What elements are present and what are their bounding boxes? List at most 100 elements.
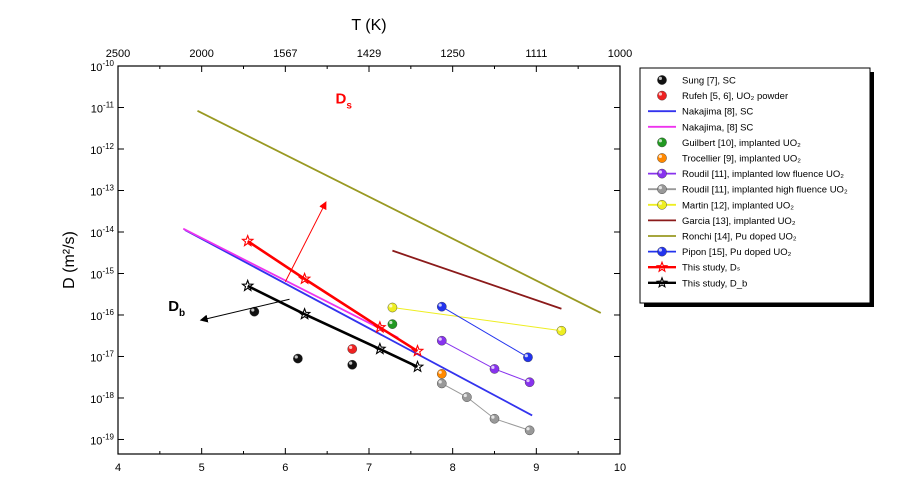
- series-7-point: [436, 378, 447, 389]
- annotation-label-0: Ds: [336, 90, 353, 111]
- legend-label: Roudil [11], implanted high fluence UO₂: [682, 185, 848, 196]
- series-4-point: [387, 319, 398, 329]
- series-7-point: [524, 425, 535, 436]
- legend-marker-swatch: [657, 199, 667, 210]
- series-0-point: [293, 353, 303, 364]
- chart-marks: [182, 110, 602, 436]
- legend-label: Ronchi [14], Pu doped UO₂: [682, 232, 797, 243]
- top-x-tick-label: 2500: [106, 48, 130, 60]
- y-tick-label: 10-12: [90, 142, 114, 157]
- y-tick-label: 10-16: [90, 308, 114, 323]
- series-7-point: [489, 413, 500, 424]
- legend-item: Roudil [11], implanted low fluence UO₂: [648, 168, 844, 180]
- legend-marker-swatch: [657, 90, 667, 101]
- legend-marker-swatch: [657, 153, 667, 163]
- series-0-point: [347, 359, 358, 370]
- x-tick-label: 8: [450, 462, 456, 474]
- top-x-tick-label: 1250: [440, 48, 464, 60]
- y-tick-label: 10-17: [90, 349, 114, 364]
- legend-item: Roudil [11], implanted high fluence UO₂: [648, 184, 848, 196]
- series-12-line: [246, 240, 419, 353]
- legend-item: Ronchi [14], Pu doped UO₂: [648, 232, 797, 243]
- legend: Sung [7], SC Rufeh [5, 6], UO₂ powder Naka…: [639, 67, 874, 307]
- y-tick-label: 10-11: [91, 100, 115, 115]
- y-tick-label: 10-14: [90, 225, 114, 240]
- legend-marker-swatch: [657, 75, 667, 85]
- legend-item: This study, D_b: [648, 276, 747, 289]
- series-8-line: [392, 307, 562, 332]
- series-11-point: [523, 352, 533, 363]
- x-tick-label: 10: [614, 462, 626, 474]
- series-13-point: [373, 341, 387, 355]
- y-axis-title: D (m²/s): [61, 231, 78, 289]
- series-8-point: [387, 302, 398, 313]
- legend-label: Trocellier [9], implanted UO₂: [682, 154, 801, 165]
- legend-marker-swatch: [655, 260, 669, 273]
- legend-item: Rufeh [5, 6], UO₂ powder: [657, 90, 788, 102]
- legend-item: Guilbert [10], implanted UO₂: [657, 137, 801, 149]
- legend-item: Pipon [15], Pu doped UO₂: [648, 246, 792, 258]
- series-6-point: [436, 335, 447, 346]
- legend-marker-swatch: [657, 168, 667, 179]
- legend-label: Nakajima, [8] SC: [682, 122, 753, 133]
- y-tick-label: 10-15: [90, 266, 114, 281]
- series-6-point: [524, 377, 535, 388]
- legend-marker-swatch: [657, 184, 667, 194]
- series-10-line: [197, 110, 602, 314]
- legend-label: Guilbert [10], implanted UO₂: [682, 138, 801, 149]
- legend-label: This study, D_b: [682, 278, 747, 289]
- series-12-point: [410, 344, 425, 357]
- legend-box: [639, 67, 871, 304]
- series-11-line: [441, 306, 529, 358]
- series-13-point: [410, 359, 425, 373]
- y-tick-label: 10-13: [90, 183, 114, 198]
- series-12-point: [373, 320, 387, 334]
- x-tick-label: 4: [115, 462, 121, 474]
- x-tick-label: 7: [366, 462, 372, 474]
- legend-item: Nakajima [8], SC: [648, 107, 753, 118]
- series-13-point: [297, 307, 312, 320]
- legend-label: This study, Dₛ: [682, 263, 741, 274]
- series-12-point: [297, 271, 312, 285]
- legend-item: Martin [12], implanted UO₂: [648, 199, 794, 211]
- series-6-point: [489, 364, 500, 374]
- y-tick-label: 10-10: [90, 59, 114, 74]
- series-11-point: [436, 301, 447, 312]
- series-5-point: [436, 369, 447, 379]
- legend-label: Roudil [11], implanted low fluence UO₂: [682, 169, 844, 180]
- chart-annotations: Ds Db: [168, 90, 352, 318]
- series-13-point: [240, 278, 255, 292]
- axis-ticks: 4 5 6 7 8 9 10 2500 2000 1567 1429 1250 1111 1000 10-1…: [90, 48, 632, 474]
- legend-label: Garcia [13], implanted UO₂: [682, 216, 796, 227]
- y-tick-label: 10-19: [90, 432, 114, 447]
- series-12-point: [241, 234, 255, 247]
- y-tick-label: 10-18: [90, 391, 114, 406]
- legend-label: Pipon [15], Pu doped UO₂: [682, 247, 792, 258]
- x-tick-label: 9: [533, 462, 539, 474]
- legend-label: Rufeh [5, 6], UO₂ powder: [682, 91, 788, 102]
- legend-marker-swatch: [657, 246, 667, 257]
- legend-marker-swatch: [655, 276, 669, 289]
- top-x-tick-label: 1567: [273, 48, 297, 60]
- series-7-line: [441, 383, 530, 431]
- legend-items: Sung [7], SC Rufeh [5, 6], UO₂ powder Naka…: [648, 75, 848, 289]
- top-x-tick-label: 2000: [189, 48, 213, 60]
- plot-frame: [117, 65, 621, 455]
- series-0-point: [249, 306, 260, 317]
- annotation-arrow-0: [284, 201, 327, 283]
- top-x-tick-label: 1000: [608, 48, 632, 60]
- series-13-line: [247, 284, 419, 369]
- x-tick-label: 5: [199, 462, 205, 474]
- legend-item: Nakajima, [8] SC: [648, 122, 753, 133]
- legend-label: Sung [7], SC: [682, 76, 736, 87]
- legend-item: Garcia [13], implanted UO₂: [648, 216, 796, 227]
- series-7-point: [462, 392, 472, 402]
- series-3-line: [182, 227, 399, 339]
- series-6-line: [441, 340, 530, 383]
- annotation-label-1: Db: [168, 298, 185, 319]
- legend-label: Martin [12], implanted UO₂: [682, 200, 794, 211]
- top-x-tick-label: 1429: [357, 48, 381, 60]
- x-tick-label: 6: [282, 462, 288, 474]
- series-8-point: [556, 325, 567, 336]
